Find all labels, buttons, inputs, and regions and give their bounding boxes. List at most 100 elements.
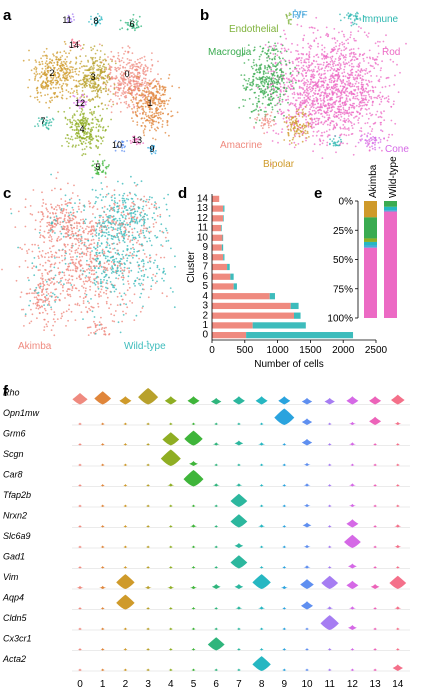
tsne-point [72, 66, 74, 69]
tsne-point [70, 284, 73, 286]
tsne-point [134, 61, 137, 63]
tsne-point [70, 233, 72, 236]
tsne-point [94, 247, 97, 250]
tsne-point [264, 106, 267, 109]
tsne-point [111, 199, 113, 202]
tsne-point [53, 255, 56, 257]
tsne-point [103, 231, 106, 234]
tsne-point [81, 267, 84, 270]
tsne-point [87, 238, 89, 241]
tsne-point [333, 60, 336, 63]
tsne-point [303, 91, 306, 94]
tsne-point [60, 79, 63, 82]
tsne-point [280, 90, 282, 93]
tsne-point [97, 68, 100, 71]
tsne-point [38, 250, 41, 253]
tsne-point [317, 45, 319, 48]
tsne-point [368, 71, 371, 73]
tsne-point [306, 95, 309, 97]
tsne-point [122, 87, 125, 90]
tsne-point [137, 271, 140, 273]
tsne-point [295, 130, 298, 133]
tsne-point [103, 53, 106, 56]
tsne-point [123, 91, 125, 94]
tsne-point [129, 225, 131, 228]
tsne-point [55, 252, 58, 254]
tsne-point [348, 107, 351, 109]
tsne-point [57, 58, 60, 61]
tsne-point [96, 69, 98, 71]
tsne-point [151, 279, 154, 282]
tsne-point [134, 280, 136, 283]
tsne-point [107, 63, 110, 65]
tsne-point [353, 117, 355, 119]
tsne-point [152, 137, 154, 140]
tsne-point [376, 56, 379, 58]
cluster-label: 13 [132, 135, 142, 145]
tsne-point [163, 256, 166, 259]
tsne-point [289, 83, 292, 86]
tsne-point [365, 83, 368, 85]
tsne-point [347, 120, 350, 123]
tsne-point [87, 276, 90, 279]
tsne-point [339, 64, 342, 67]
tsne-point [78, 80, 81, 82]
tsne-point [158, 84, 161, 87]
tsne-point [110, 291, 112, 293]
tsne-point [320, 85, 322, 88]
tsne-point [288, 86, 291, 89]
tsne-point [67, 263, 70, 265]
tsne-point [381, 149, 383, 152]
tsne-point [73, 79, 75, 82]
tsne-point [320, 105, 323, 108]
tsne-point [44, 94, 46, 96]
tsne-point [363, 31, 366, 34]
tsne-point [309, 95, 312, 98]
tsne-point [39, 229, 42, 232]
tsne-point [279, 85, 282, 88]
tsne-point [138, 233, 141, 235]
tsne-point [131, 52, 134, 55]
tsne-point [123, 302, 125, 305]
tsne-point [324, 67, 327, 69]
tsne-point [95, 88, 98, 91]
tsne-point [50, 76, 53, 79]
tsne-point [340, 49, 343, 52]
tsne-point [101, 234, 104, 237]
tsne-point [287, 131, 289, 134]
tsne-point [109, 58, 112, 60]
tsne-point [326, 109, 329, 112]
tsne-point [295, 117, 298, 120]
tsne-point [126, 28, 129, 31]
tsne-point [86, 95, 88, 98]
tsne-point [52, 64, 54, 67]
tsne-point [85, 287, 87, 290]
tsne-point [360, 97, 363, 100]
tsne-point [103, 268, 105, 271]
tsne-point [266, 119, 269, 122]
tsne-point [88, 68, 91, 70]
tsne-point [325, 65, 328, 68]
tsne-point [367, 32, 370, 35]
tsne-point [130, 89, 133, 92]
tsne-point [126, 140, 128, 142]
tsne-point [279, 50, 282, 53]
tsne-point [253, 46, 256, 49]
tsne-point [143, 128, 146, 131]
tsne-point [337, 140, 340, 143]
tsne-point [341, 43, 344, 46]
tsne-point [87, 267, 90, 270]
tsne-point [99, 136, 102, 139]
tsne-point [161, 126, 164, 128]
tsne-point [144, 87, 146, 90]
tsne-point [316, 85, 319, 87]
tsne-point [58, 271, 60, 274]
tsne-point [276, 68, 278, 70]
tsne-point [117, 66, 119, 69]
tsne-point [70, 275, 73, 278]
tsne-point [50, 277, 53, 280]
tsne-point [256, 102, 258, 105]
tsne-point [351, 132, 354, 135]
tsne-point [315, 16, 318, 19]
tsne-point [87, 264, 90, 266]
